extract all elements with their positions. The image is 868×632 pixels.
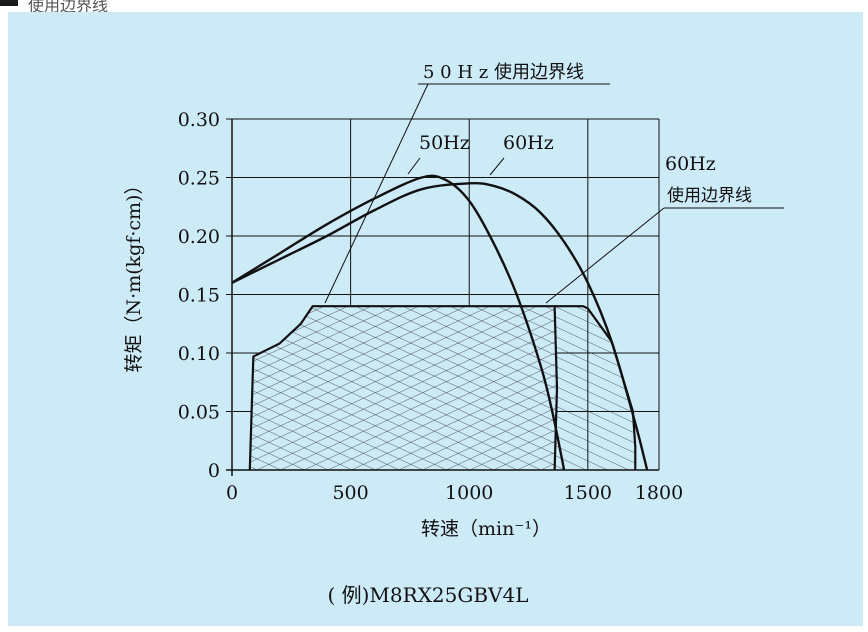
chart-panel: 0 500 1000 1500 1800 0 0.05 0.10 0.15 0.20 0.25 0.3… [8,12,863,626]
x-axis-label: 转速（min⁻¹） [421,518,551,540]
x-tick-label: 0 [226,482,238,504]
y-tick-label: 0.05 [178,402,220,424]
label-50hz: 50Hz [419,132,470,154]
label-50hz-boundary: 5 0 H z 使用边界线 [423,62,584,83]
boundary-hatching [249,306,636,470]
label-60hz: 60Hz [503,132,554,154]
example-caption: ( 例)M8RX25GBV4L [327,583,528,607]
series-50hz [231,174,566,471]
curves [231,174,649,471]
x-tick-label: 500 [332,482,368,504]
series-60hz [231,181,649,471]
leader-60hz [489,157,505,176]
top-strip: 使用边界线 [0,0,868,15]
labels: 0 500 1000 1500 1800 0 0.05 0.10 0.15 0.20 0.25 0.3… [123,62,784,607]
header-text: 使用边界线 [28,0,109,15]
y-axis-label: 转矩（N·m(kgf·cm)） [123,176,145,373]
y-tick-label: 0.10 [178,343,220,365]
torque-chart: 0 500 1000 1500 1800 0 0.05 0.10 0.15 0.20 0.25 0.3… [123,62,784,607]
y-tick-label: 0.15 [178,285,220,307]
label-60hz-boundary-line2: 使用边界线 [667,185,752,206]
boundary-60hz-hatch [554,306,636,470]
x-tick-label: 1500 [564,482,612,504]
x-tick-label: 1000 [445,482,493,504]
boundary-50hz-hatch-b [249,306,557,470]
x-tick-label: 1800 [635,482,683,504]
boundary-50hz-line [248,305,559,471]
label-60hz-boundary-line1: 60Hz [665,153,716,175]
axes [226,118,659,476]
y-tick-label: 0.25 [178,168,220,190]
leader-50hz [407,157,421,175]
y-tick-label: 0.30 [178,109,220,131]
leader-60hz-boundary [545,207,665,304]
header-marker [0,0,18,6]
y-tick-label: 0.20 [178,226,220,248]
y-tick-label: 0 [208,460,220,482]
leader-50hz-boundary [324,83,429,304]
